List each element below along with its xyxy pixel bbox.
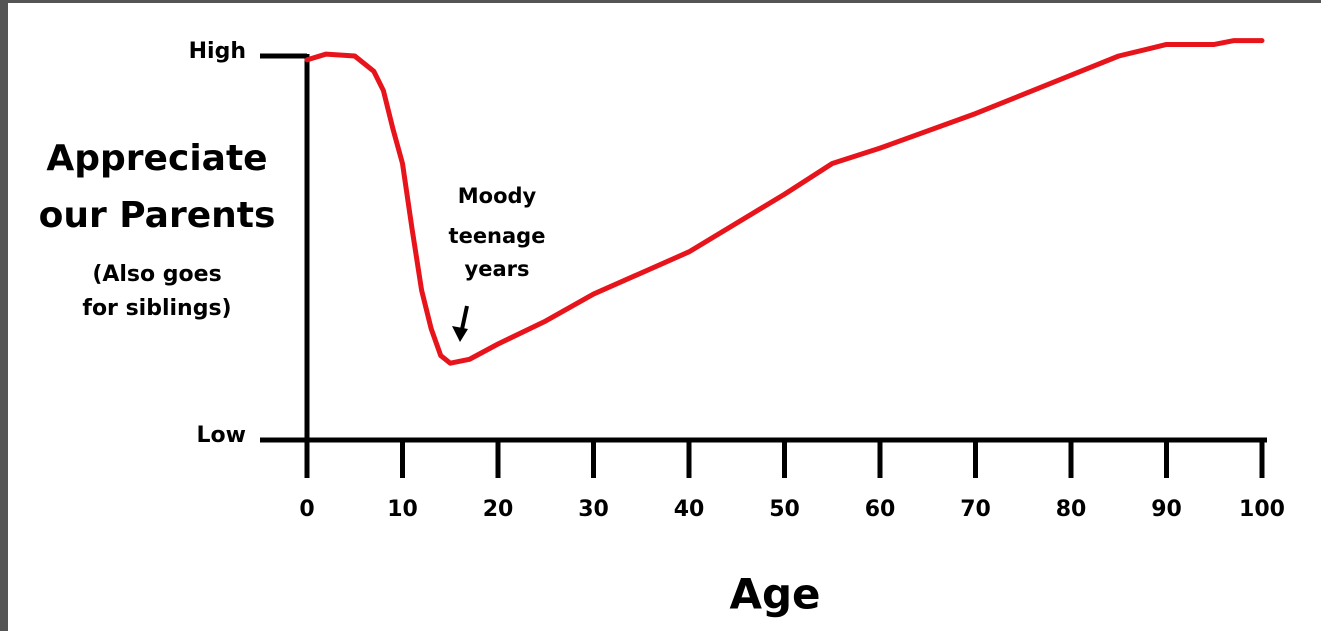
x-tick-label: 100 [1239,497,1285,522]
y-label-note: (Also goes [92,262,221,287]
x-tick-label: 70 [960,497,991,522]
y-label: our Parents [39,195,276,236]
annotation-arrow [452,305,469,342]
x-tick-label: 80 [1056,497,1087,522]
annotation: teenage [449,224,546,248]
frame-top [0,0,1321,3]
y-tick-label: Low [197,423,246,448]
x-tick-label: 10 [387,497,418,522]
x-tick-label: 90 [1151,497,1182,522]
x-tick-label: 20 [483,497,514,522]
annotation: years [465,257,530,281]
y-tick-label: High [189,39,246,64]
y-label-note: for siblings) [82,296,231,321]
x-tick-label: 40 [674,497,705,522]
frame-left [0,0,8,631]
x-tick-label: 30 [578,497,609,522]
annotation: Moody [458,184,537,208]
line [304,38,1265,366]
y-label: Appreciate [46,138,267,179]
x-tick-label: 60 [865,497,896,522]
x-tick-label: 50 [769,497,800,522]
x-tick-label: 0 [299,497,314,522]
x-label: Age [729,570,820,619]
